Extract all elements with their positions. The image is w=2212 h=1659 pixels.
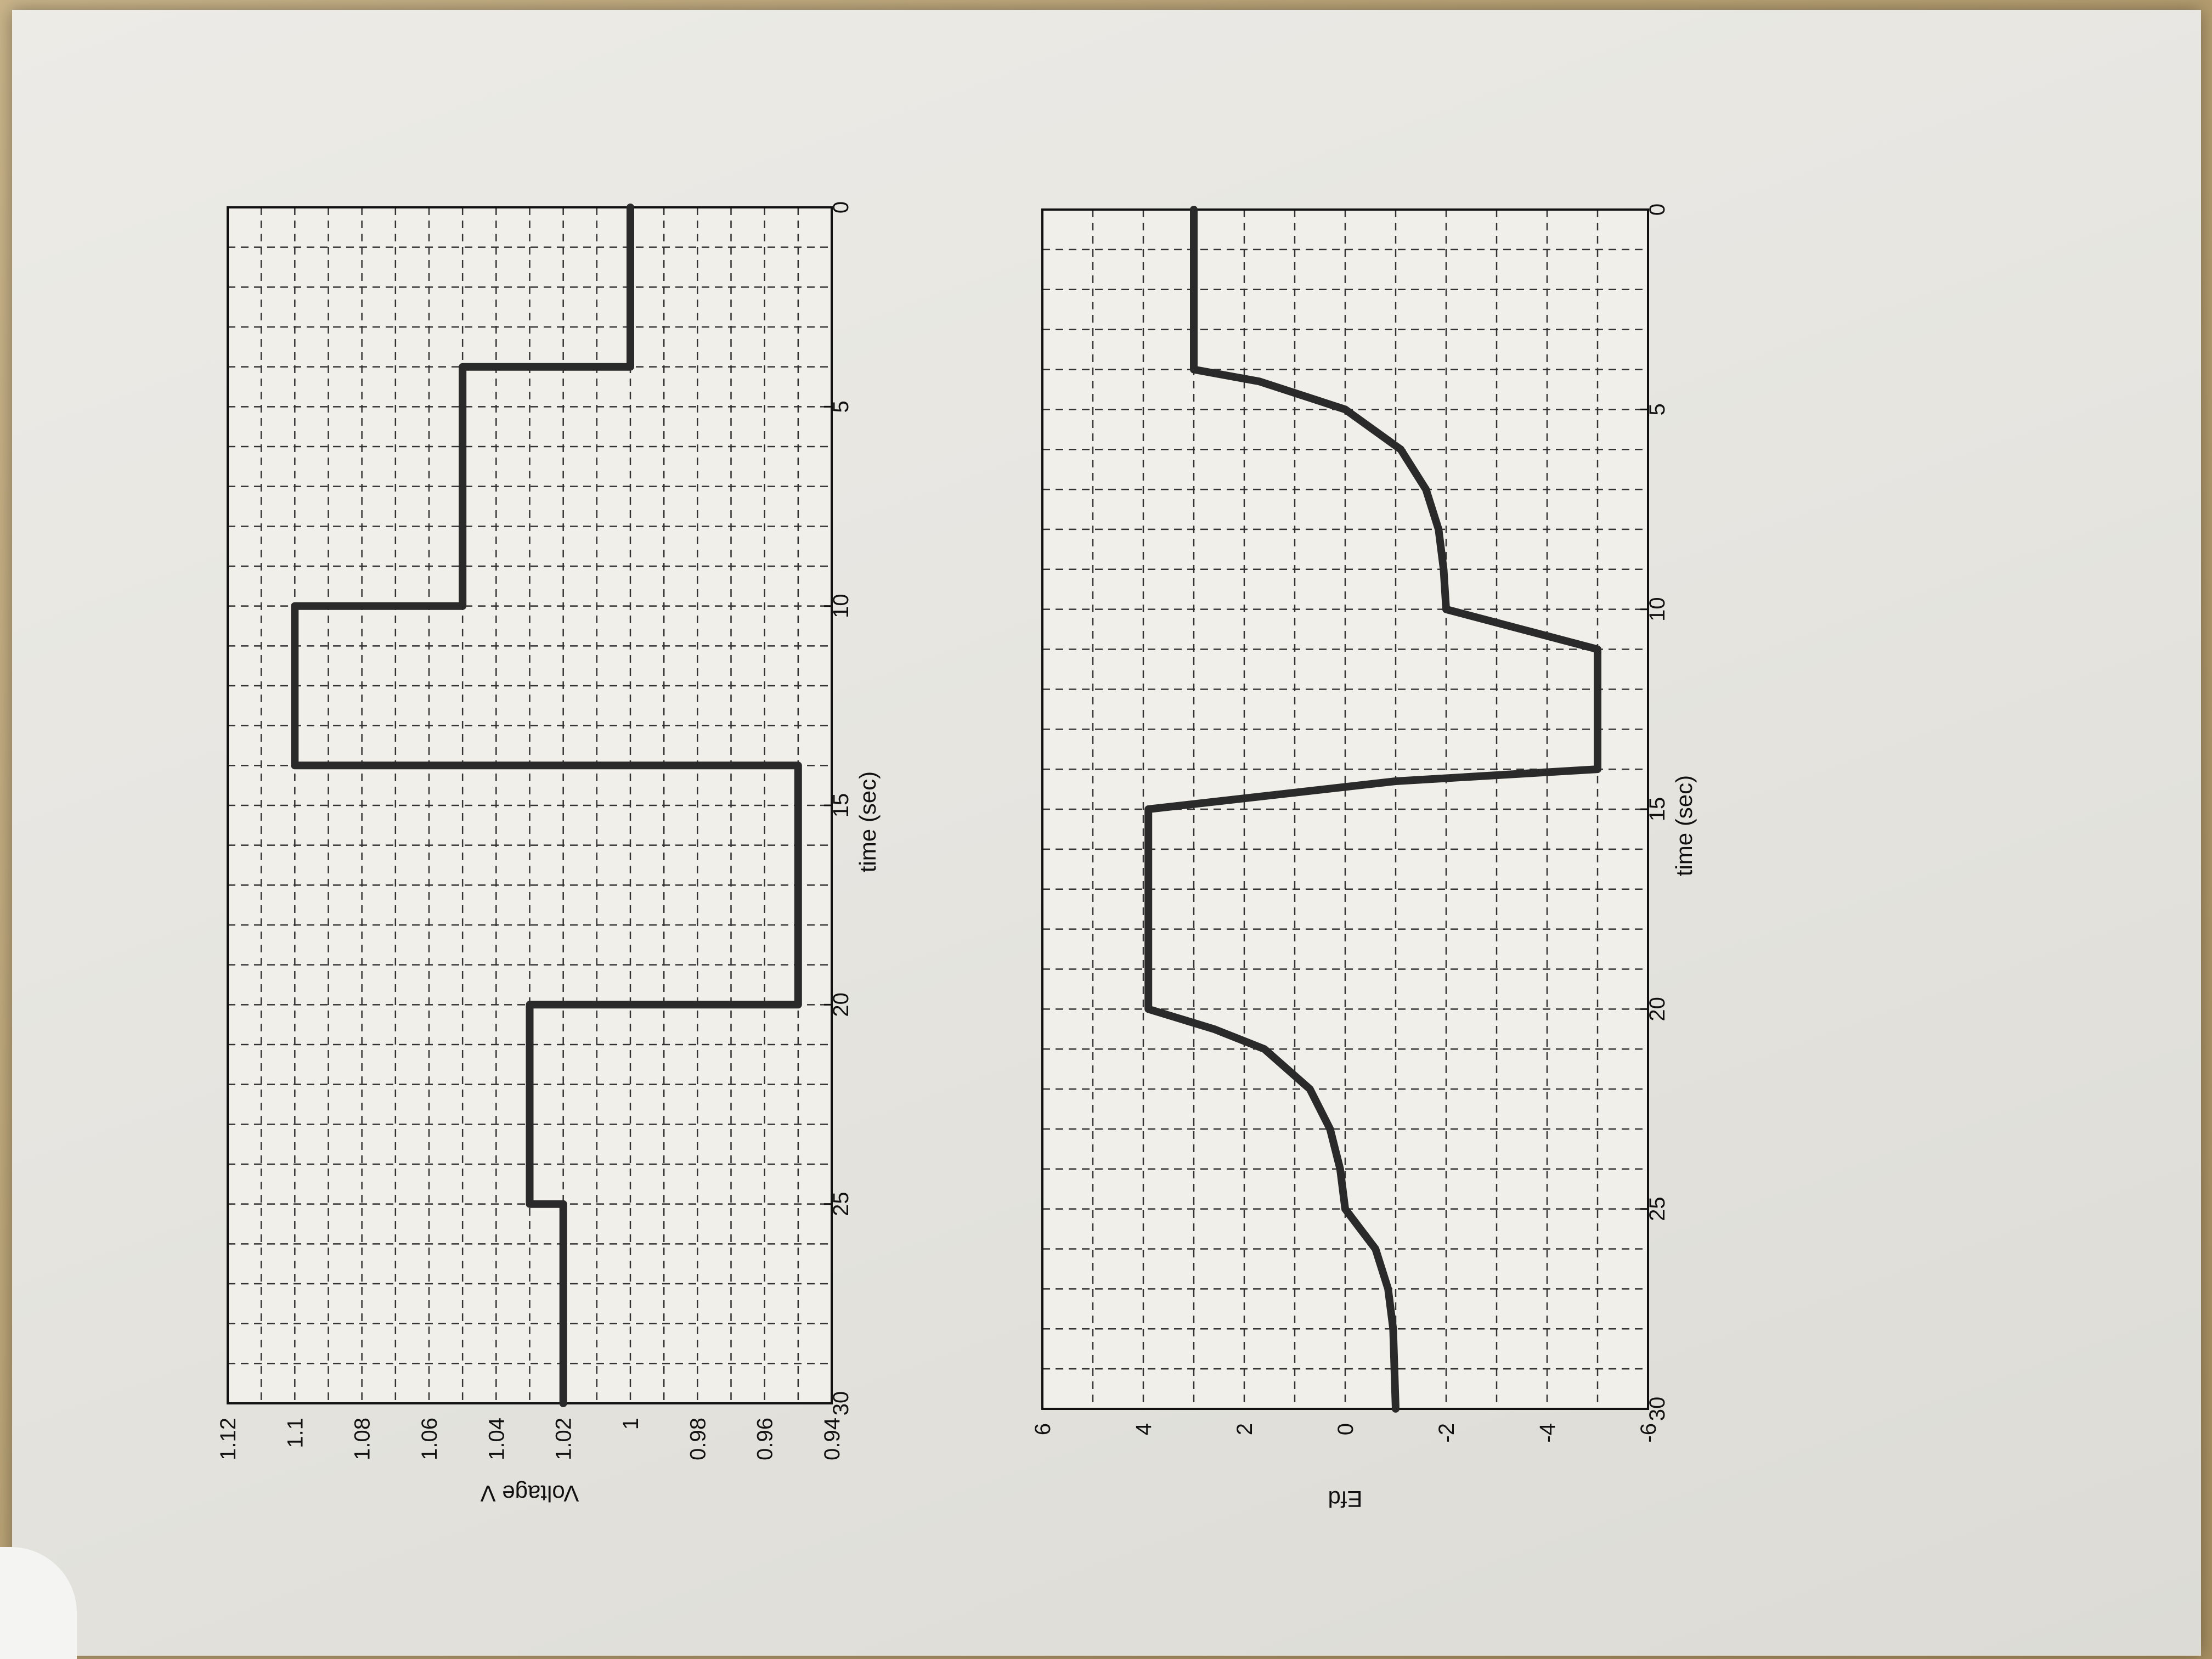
series-line <box>291 204 802 1407</box>
x-tick-label: 5 <box>1645 403 1669 415</box>
chart-2: 0 5 10 15 20 25 30-6 -4 -2 0 2 4 6 time (sec) Efd <box>1031 204 1697 1512</box>
y-tick-label: -2 <box>1435 1423 1459 1443</box>
grid <box>228 207 832 1403</box>
x-tick-label: 30 <box>1645 1397 1669 1421</box>
x-axis-title: time (sec) <box>855 771 881 872</box>
y-tick-label: 1.06 <box>417 1418 442 1460</box>
y-tick-label: 1.08 <box>351 1418 375 1460</box>
x-tick-label: 25 <box>829 1192 853 1216</box>
y-tick-label: 1.1 <box>283 1418 307 1448</box>
x-tick-label: 15 <box>1645 797 1669 822</box>
y-tick-label: 1.12 <box>216 1418 240 1460</box>
x-tick-label: 30 <box>829 1391 853 1416</box>
y-tick-label: -4 <box>1536 1423 1560 1443</box>
chart-1: 0 5 10 15 20 25 300.94 0.96 0.98 1 1.02 1.04 1.06 1.0… <box>216 201 881 1506</box>
x-tick-label: 20 <box>1645 997 1669 1022</box>
y-tick-label: 1.02 <box>552 1418 576 1460</box>
y-tick-label: 2 <box>1233 1423 1257 1435</box>
y-tick-label: 1 <box>619 1418 643 1430</box>
y-tick-label: 0.96 <box>753 1418 777 1460</box>
x-tick-label: 15 <box>829 793 853 818</box>
y-tick-label: -6 <box>1637 1423 1661 1443</box>
y-tick-label: 1.04 <box>484 1418 509 1460</box>
y-tick-label: 6 <box>1031 1423 1055 1435</box>
y-tick-label: 0.98 <box>686 1418 710 1460</box>
x-tick-label: 25 <box>1645 1197 1669 1221</box>
x-axis-title: time (sec) <box>1671 775 1697 876</box>
x-tick-label: 5 <box>829 400 853 413</box>
y-tick-label: 0 <box>1334 1423 1358 1435</box>
y-axis-title: Efd <box>1328 1486 1362 1512</box>
y-tick-label: 0.94 <box>820 1418 844 1460</box>
x-tick-label: 10 <box>1645 597 1669 622</box>
y-axis-title: Voltage V <box>481 1481 579 1506</box>
x-tick-label: 0 <box>829 201 853 213</box>
x-tick-label: 10 <box>829 594 853 618</box>
x-tick-label: 20 <box>829 992 853 1017</box>
series-line <box>1144 206 1601 1413</box>
y-tick-label: 4 <box>1132 1423 1156 1435</box>
x-tick-label: 0 <box>1645 204 1669 216</box>
